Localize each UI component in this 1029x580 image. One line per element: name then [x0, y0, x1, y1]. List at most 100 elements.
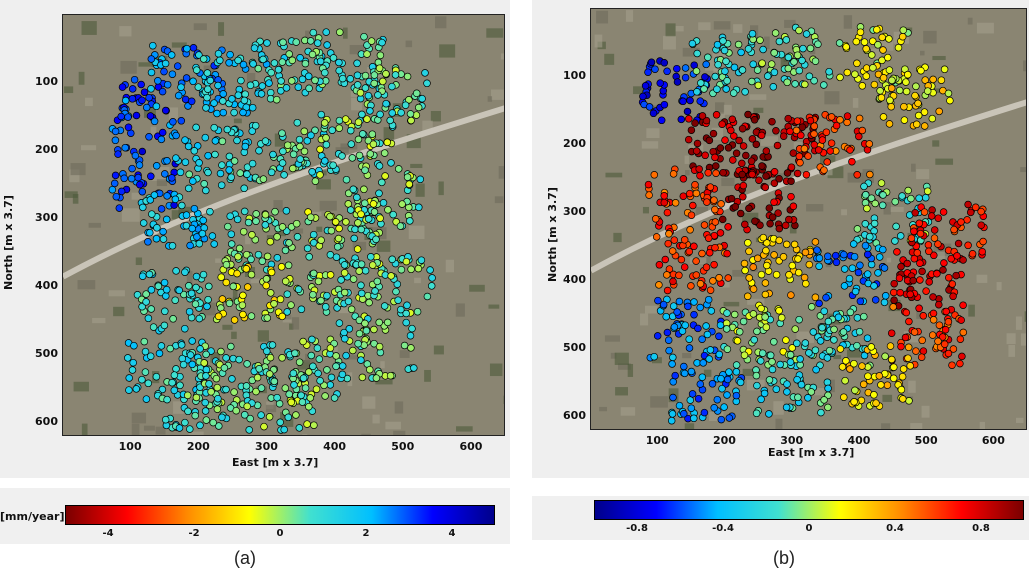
- data-point: [207, 388, 215, 396]
- map-texture-patch: [231, 331, 237, 339]
- data-point: [787, 192, 795, 201]
- data-point: [653, 332, 662, 340]
- data-point: [387, 272, 395, 280]
- data-point: [904, 186, 912, 195]
- map-texture-patch: [351, 97, 363, 111]
- data-point: [823, 378, 832, 387]
- data-point: [315, 355, 324, 363]
- data-point: [867, 343, 876, 351]
- data-point: [219, 108, 228, 117]
- data-point: [153, 224, 161, 232]
- data-point: [204, 85, 212, 93]
- data-point: [130, 341, 138, 350]
- map-texture-patch: [747, 298, 765, 305]
- map-texture-patch: [85, 97, 93, 107]
- data-point: [169, 315, 177, 323]
- map-texture-patch: [108, 290, 125, 297]
- data-point: [261, 137, 270, 145]
- data-point: [855, 114, 864, 123]
- data-point: [929, 316, 938, 324]
- data-point: [358, 130, 367, 138]
- data-point: [823, 158, 831, 166]
- data-point: [125, 374, 133, 382]
- data-point: [137, 80, 145, 89]
- data-point: [663, 286, 672, 295]
- data-point: [858, 362, 866, 370]
- data-point: [234, 56, 242, 65]
- data-point: [168, 174, 176, 182]
- data-point: [403, 173, 412, 181]
- map-texture-patch: [64, 86, 74, 94]
- data-point: [142, 298, 150, 306]
- map-texture-patch: [932, 55, 946, 61]
- data-point: [338, 74, 347, 83]
- y-tick-label: 200: [563, 137, 586, 151]
- data-point: [692, 147, 701, 155]
- data-point: [669, 170, 678, 178]
- data-point: [200, 359, 208, 367]
- data-point: [192, 272, 201, 281]
- data-point: [917, 66, 925, 75]
- data-point: [719, 168, 727, 177]
- data-point: [213, 109, 221, 118]
- data-point: [145, 270, 154, 279]
- data-point: [111, 136, 120, 145]
- data-point: [332, 253, 341, 261]
- data-point: [201, 133, 210, 142]
- data-point: [266, 94, 275, 103]
- data-point: [360, 185, 368, 194]
- data-point: [741, 88, 749, 96]
- map-texture-patch: [347, 355, 361, 360]
- data-point: [160, 321, 169, 330]
- data-point: [340, 328, 348, 337]
- data-point: [949, 345, 958, 353]
- data-point: [843, 68, 852, 77]
- data-point: [327, 226, 336, 235]
- data-point: [669, 378, 677, 386]
- map-texture-patch: [827, 166, 844, 179]
- data-point: [763, 261, 771, 270]
- map-texture-patch: [304, 211, 322, 217]
- data-point: [161, 106, 170, 115]
- data-point: [375, 342, 384, 351]
- data-point: [195, 314, 204, 323]
- data-point: [178, 201, 186, 210]
- data-point: [812, 365, 820, 374]
- data-point: [366, 107, 374, 115]
- data-point: [716, 229, 725, 237]
- data-point: [242, 265, 251, 273]
- data-point: [189, 44, 198, 52]
- data-point: [944, 318, 953, 326]
- data-point: [745, 274, 753, 282]
- data-point: [326, 271, 335, 279]
- data-point: [663, 328, 672, 337]
- data-point: [809, 328, 818, 336]
- data-point: [397, 265, 406, 274]
- data-point: [691, 181, 699, 189]
- data-point: [217, 273, 225, 281]
- data-point: [270, 59, 279, 67]
- data-point: [392, 287, 400, 296]
- data-point: [664, 239, 672, 248]
- data-point: [687, 282, 695, 290]
- data-point: [174, 91, 183, 100]
- map-texture-patch: [342, 27, 348, 39]
- data-point: [298, 398, 307, 406]
- map-texture-patch: [1024, 311, 1026, 322]
- data-point: [305, 368, 313, 376]
- data-point: [336, 28, 344, 36]
- data-point: [830, 336, 838, 344]
- data-point: [354, 135, 363, 144]
- data-point: [907, 234, 916, 242]
- data-point: [761, 290, 770, 299]
- data-point: [723, 345, 732, 353]
- data-point: [786, 351, 795, 359]
- x-tick-label: 400: [323, 440, 347, 453]
- data-point: [128, 164, 136, 173]
- data-point: [330, 394, 339, 402]
- data-point: [188, 337, 196, 345]
- map-texture-patch: [410, 163, 423, 169]
- data-point: [862, 45, 870, 53]
- data-point: [402, 309, 410, 318]
- data-point: [269, 150, 277, 159]
